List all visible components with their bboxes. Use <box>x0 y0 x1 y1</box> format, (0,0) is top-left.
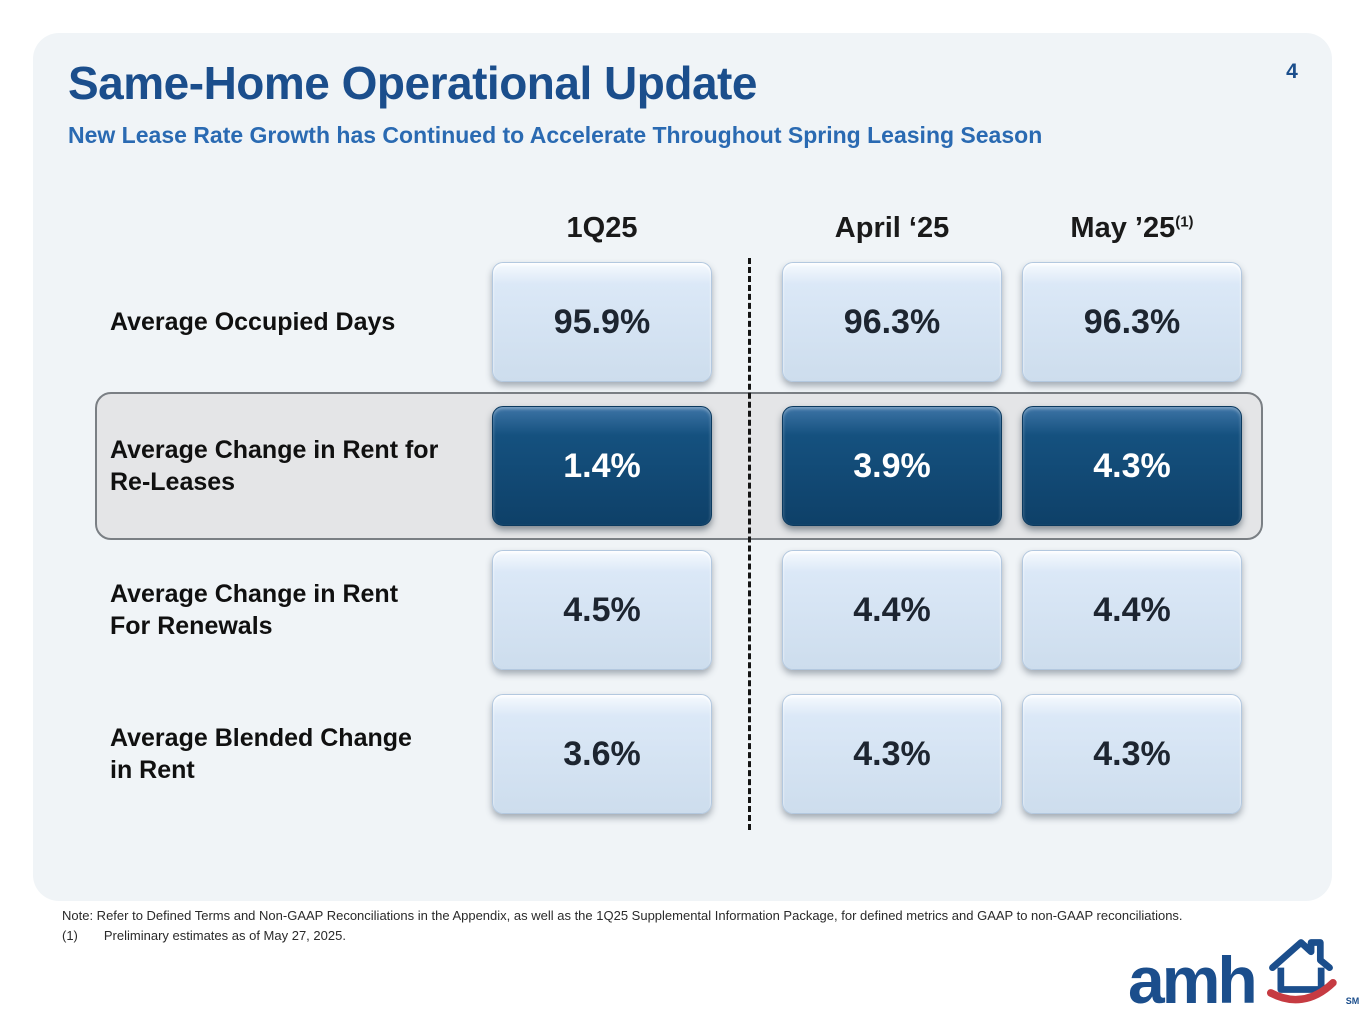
note-text: Note: Refer to Defined Terms and Non-GAA… <box>62 908 1183 923</box>
row-label-re-leases: Average Change in Rent for Re-Leases <box>110 436 439 496</box>
value-box: 4.4% <box>1022 550 1242 670</box>
footnote-text: Preliminary estimates as of May 27, 2025… <box>103 927 346 943</box>
logo-wordmark: amh <box>1128 942 1258 1017</box>
value-box: 4.3% <box>1022 694 1242 814</box>
amh-logo: amh SM <box>1128 924 1360 1017</box>
page-subtitle: New Lease Rate Growth has Continued to A… <box>68 122 1043 148</box>
value-box: 96.3% <box>782 262 1002 382</box>
row-label-renewals: Average Change in Rent For Renewals <box>110 580 399 640</box>
logo-trademark: SM <box>1345 996 1360 1006</box>
column-divider <box>748 258 751 830</box>
column-header-may: May ’25(1) <box>1022 212 1242 245</box>
value-box: 3.9% <box>782 406 1002 526</box>
footnote-marker: (1) <box>62 927 78 943</box>
column-header-label: April ‘25 <box>834 212 950 244</box>
column-header-1q25: 1Q25 <box>492 212 712 245</box>
value-box: 96.3% <box>1022 262 1242 382</box>
row-label-blended: Average Blended Change in Rent <box>110 724 412 784</box>
value-box: 1.4% <box>492 406 712 526</box>
column-header-label: 1Q25 <box>566 212 638 244</box>
notes: Note: Refer to Defined Terms and Non-GAA… <box>62 907 1262 944</box>
value-box: 3.6% <box>492 694 712 814</box>
value-box: 95.9% <box>492 262 712 382</box>
house-icon <box>1266 939 1337 1004</box>
value-box: 4.4% <box>782 550 1002 670</box>
column-header-label: May ’25 <box>1070 212 1176 244</box>
column-header-april: April ‘25 <box>782 212 1002 245</box>
value-box: 4.3% <box>782 694 1002 814</box>
page-title: Same-Home Operational Update <box>68 57 757 109</box>
page-number: 4 <box>1286 60 1298 83</box>
value-box: 4.5% <box>492 550 712 670</box>
footnote-1: (1) Preliminary estimates as of May 27, … <box>62 927 1262 945</box>
footnote-marker: (1) <box>1175 213 1194 231</box>
value-box: 4.3% <box>1022 406 1242 526</box>
row-label-occupied-days: Average Occupied Days <box>110 308 396 336</box>
